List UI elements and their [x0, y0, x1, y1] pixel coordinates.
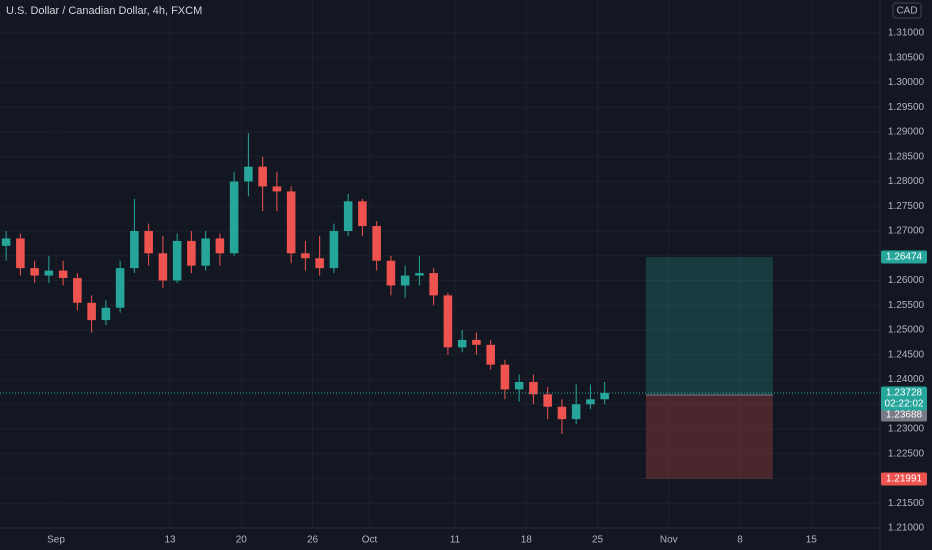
candle-body — [286, 191, 296, 254]
candle-body — [372, 226, 381, 261]
price-tag-label: 1.26474 — [886, 252, 923, 263]
y-tick-label: 1.21000 — [888, 523, 925, 534]
candle-body — [73, 278, 82, 303]
x-tick-label: Oct — [362, 535, 378, 546]
candle-body — [301, 253, 310, 259]
price-tag — [881, 472, 927, 486]
candle-body — [58, 270, 68, 279]
y-tick-label: 1.29500 — [888, 102, 925, 113]
x-tick-label: 8 — [737, 535, 743, 546]
marks — [0, 133, 880, 479]
candle-body — [215, 238, 225, 254]
candle-body — [400, 275, 410, 286]
candle-body — [144, 231, 153, 254]
candle-body — [1, 238, 11, 246]
y-tick-label: 1.25000 — [888, 325, 925, 336]
candle-body — [386, 260, 396, 286]
currency-badge[interactable] — [892, 2, 922, 19]
candle-body — [158, 253, 168, 281]
x-tick-label: 26 — [307, 535, 319, 546]
x-tick-label: 20 — [236, 535, 248, 546]
candle-body — [258, 166, 267, 187]
candle-body — [16, 238, 25, 269]
candle-body — [529, 381, 538, 395]
candle-body — [543, 394, 552, 407]
y-tick-label: 1.24000 — [888, 374, 925, 385]
candle-body — [358, 201, 367, 227]
candle-body — [514, 381, 524, 390]
candle-body — [315, 258, 324, 269]
price-tag-label: 1.21991 — [886, 474, 923, 485]
y-tick-label: 1.26000 — [888, 275, 925, 286]
x-tick-label: Nov — [660, 535, 678, 546]
candle-body — [500, 364, 510, 390]
candle-body — [415, 273, 424, 276]
y-tick-label: 1.30000 — [888, 77, 925, 88]
candle-body — [600, 392, 609, 400]
x-tick-label: 11 — [450, 535, 461, 546]
candle-body — [343, 201, 353, 232]
price-tag — [881, 386, 927, 411]
y-tick-label: 1.24500 — [888, 349, 925, 360]
price-tag — [881, 250, 927, 264]
y-tick-label: 1.22500 — [888, 448, 925, 459]
price-tag-label: 1.23728 — [886, 388, 923, 399]
candle-body — [443, 295, 453, 348]
x-tick-label: 25 — [592, 535, 604, 546]
candle-body — [329, 231, 339, 269]
x-tick-label: 18 — [521, 535, 533, 546]
candle-body — [130, 231, 139, 269]
candle-body — [172, 240, 182, 281]
y-tick-label: 1.28500 — [888, 151, 925, 162]
candle-body — [571, 404, 581, 420]
candle-body — [586, 399, 595, 405]
candle-body — [457, 339, 467, 348]
candle-body — [557, 406, 567, 420]
candle-body — [115, 268, 125, 308]
y-tick-label: 1.21500 — [888, 498, 925, 509]
candle-body — [187, 240, 196, 266]
candle-body — [201, 238, 210, 266]
countdown-label: 02:22:02 — [885, 399, 924, 410]
price-tag-label: 1.23688 — [886, 410, 923, 421]
x-tick-label: Sep — [47, 535, 65, 546]
y-tick-label: 1.28000 — [888, 176, 925, 187]
candle-body — [101, 307, 111, 321]
candle-body — [472, 339, 481, 345]
y-tick-label: 1.25500 — [888, 300, 925, 311]
chart-title: U.S. Dollar / Canadian Dollar, 4h, FXCM — [6, 5, 202, 17]
y-tick-label: 1.27500 — [888, 201, 925, 212]
profit-zone — [645, 257, 773, 395]
currency-label[interactable]: CAD — [896, 6, 917, 17]
loss-zone — [645, 394, 773, 479]
candle-body — [44, 270, 54, 276]
x-tick-label: 15 — [806, 535, 818, 546]
candle-body — [429, 273, 438, 296]
candle-body — [30, 268, 39, 276]
candle-body — [229, 181, 239, 254]
y-tick-label: 1.23000 — [888, 424, 925, 435]
candle-body — [486, 344, 495, 365]
y-tick-label: 1.29000 — [888, 127, 925, 138]
x-tick-label: 13 — [164, 535, 176, 546]
candle-body — [87, 302, 96, 321]
price-tag — [881, 408, 927, 422]
y-tick-label: 1.31000 — [888, 28, 925, 39]
grid — [0, 0, 880, 528]
axes: 1.210001.215001.220001.225001.230001.235… — [47, 28, 927, 546]
candle-body — [272, 186, 282, 192]
y-tick-label: 1.30500 — [888, 52, 925, 63]
candle-body — [244, 166, 253, 182]
y-tick-label: 1.27000 — [888, 226, 925, 237]
